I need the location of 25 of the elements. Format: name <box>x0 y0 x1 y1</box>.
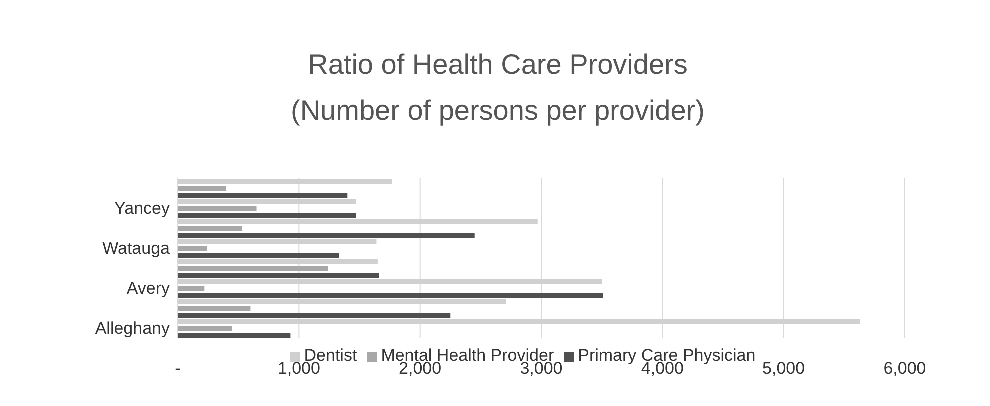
y-tick-label: Yancey <box>114 199 170 218</box>
y-tick-label: Avery <box>126 279 170 298</box>
bar <box>178 266 328 271</box>
y-tick-label: Alleghany <box>95 319 170 338</box>
chart-title: Ratio of Health Care Providers <box>308 48 688 82</box>
bar <box>178 206 257 211</box>
bar <box>178 253 340 258</box>
bar <box>178 213 356 218</box>
bar <box>178 286 205 291</box>
y-tick-label: Watauga <box>102 239 171 258</box>
x-tick-label: - <box>175 359 181 378</box>
bar <box>178 306 251 311</box>
bar <box>178 313 451 318</box>
bar <box>178 233 475 238</box>
bar <box>178 246 208 251</box>
x-tick-label: 6,000 <box>884 359 926 378</box>
x-tick-label: 5,000 <box>762 359 806 378</box>
chart-subtitle: (Number of persons per provider) <box>291 94 705 128</box>
bar <box>178 293 604 298</box>
bar <box>178 273 380 278</box>
bar <box>178 186 226 191</box>
bar <box>178 226 242 231</box>
bar <box>178 193 348 198</box>
bar <box>178 333 291 338</box>
bar <box>178 326 233 331</box>
